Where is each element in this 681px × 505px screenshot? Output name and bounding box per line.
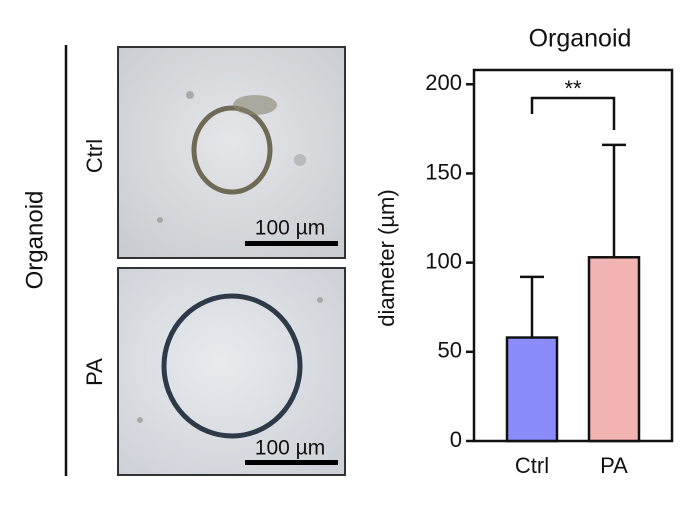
y-axis-label: diameter (µm) (374, 189, 399, 326)
y-tick-label: 150 (425, 159, 462, 184)
plot-frame (472, 68, 674, 443)
chart-title: Organoid (529, 25, 632, 53)
micrograph (117, 46, 346, 259)
bar (505, 336, 559, 443)
y-tick-label: 0 (450, 427, 462, 452)
significance-label: ** (564, 76, 582, 101)
image-label: PA (82, 358, 107, 386)
scale-bar-label: 100 µm (255, 437, 325, 460)
image-label: Ctrl (82, 139, 107, 173)
y-tick-label: 50 (438, 338, 462, 363)
y-tick-label: 200 (425, 70, 462, 95)
bar (587, 256, 641, 443)
x-tick-label: PA (600, 453, 628, 478)
scale-bar-label: 100 µm (255, 217, 325, 240)
y-tick-label: 100 (425, 248, 462, 273)
micrograph (117, 267, 346, 476)
row-label: Organoid (21, 191, 48, 290)
significance-bracket (530, 96, 616, 130)
x-tick-label: Ctrl (515, 453, 549, 478)
